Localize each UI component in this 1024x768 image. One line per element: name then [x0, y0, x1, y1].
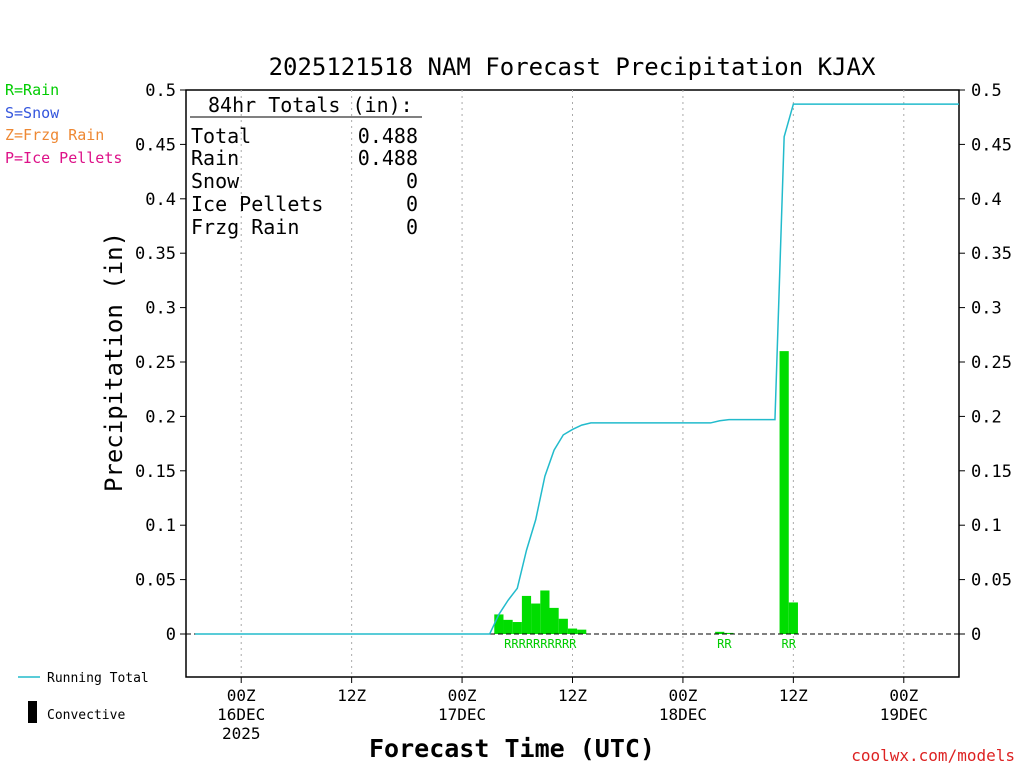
y-tick-label-left: 0.2: [145, 407, 176, 427]
precip-bar: [503, 619, 513, 634]
y-tick-label-right: 0.5: [971, 81, 1002, 101]
convective-legend-label: Convective: [47, 708, 125, 723]
precip-bar: [715, 631, 725, 634]
x-tick-label-date: 17DEC: [438, 705, 486, 724]
legend-rain: R=Rain: [5, 81, 59, 99]
type-legend: R=Rain S=Snow Z=Frzg Rain P=Ice Pellets: [5, 81, 122, 167]
y-tick-label-right: 0.05: [971, 571, 1012, 591]
y-axis-ticks: 0.5 0.5 0.45 0.45 0.4 0.4 0.35 0.35 0.3 0.3 0.25 0.…: [135, 81, 1012, 645]
precip-type-labels: RRRRRRRRRR RR RR: [504, 637, 797, 651]
legend-frzg-rain: Z=Frzg Rain: [5, 126, 104, 144]
y-axis-title: Precipitation (in): [100, 232, 128, 492]
y-tick-label-left: 0.4: [145, 190, 176, 210]
precip-bar: [788, 602, 798, 634]
precip-bar: [531, 603, 541, 634]
y-tick-label-right: 0.3: [971, 299, 1002, 319]
x-tick-label-year: 2025: [222, 724, 261, 743]
y-tick-label-right: 0.45: [971, 135, 1012, 155]
precip-bar: [724, 632, 734, 634]
precip-bar: [567, 628, 578, 634]
credit-text: coolwx.com/models: [851, 746, 1015, 765]
y-tick-label-left: 0.45: [135, 135, 176, 155]
running-total-line: [195, 103, 959, 635]
precip-type-label: RR: [782, 637, 797, 651]
convective-legend-swatch: [28, 701, 37, 723]
totals-header: 84hr Totals (in):: [208, 93, 413, 117]
y-tick-label-left: 0.35: [135, 244, 176, 264]
legend-snow: S=Snow: [5, 104, 60, 122]
y-tick-label-right: 0.35: [971, 244, 1012, 264]
x-tick-label-time: 12Z: [558, 686, 587, 705]
totals-label-rain: Rain: [191, 146, 239, 170]
y-tick-label-right: 0.2: [971, 407, 1002, 427]
legend-ice-pellets: P=Ice Pellets: [5, 149, 122, 167]
x-axis-title: Forecast Time (UTC): [369, 734, 655, 763]
precip-bar: [577, 629, 587, 634]
precip-bar: [494, 614, 504, 634]
y-tick-label-left: 0.25: [135, 353, 176, 373]
y-tick-label-left: 0.5: [145, 81, 176, 101]
y-tick-label-left: 0.1: [145, 516, 176, 536]
totals-value-frzg-rain: 0: [406, 215, 418, 239]
y-tick-label-left: 0.15: [135, 462, 176, 482]
running-total-legend-label: Running Total: [47, 671, 149, 686]
line-legend: Running Total Convective: [18, 671, 149, 723]
chart-title: 2025121518 NAM Forecast Precipitation KJ…: [269, 53, 876, 81]
precip-bar: [540, 590, 550, 634]
precip-type-label: RRRRRRRRRR: [504, 637, 577, 651]
x-tick-label-time: 00Z: [668, 686, 697, 705]
x-tick-label-time: 00Z: [448, 686, 477, 705]
y-tick-label-right: 0.15: [971, 462, 1012, 482]
precip-bar: [549, 607, 559, 634]
precip-bars: [494, 351, 798, 634]
x-tick-label-time: 00Z: [889, 686, 918, 705]
y-tick-label-right: 0.1: [971, 516, 1002, 536]
x-tick-label-date: 18DEC: [659, 705, 707, 724]
precip-bar: [512, 622, 522, 634]
totals-box: 84hr Totals (in): Total 0.488 Rain 0.488…: [190, 93, 422, 239]
x-tick-label-time: 12Z: [337, 686, 366, 705]
y-tick-label-left: 0.3: [145, 299, 176, 319]
x-tick-label-date: 19DEC: [880, 705, 928, 724]
totals-value-total: 0.488: [358, 124, 418, 148]
totals-label-ice-pellets: Ice Pellets: [191, 192, 323, 216]
totals-value-rain: 0.488: [358, 146, 418, 170]
totals-value-snow: 0: [406, 169, 418, 193]
totals-label-snow: Snow: [191, 169, 240, 193]
grid-lines: [240, 90, 905, 677]
x-tick-label-date: 16DEC: [217, 705, 265, 724]
x-tick-label-time: 12Z: [779, 686, 808, 705]
totals-label-frzg-rain: Frzg Rain: [191, 215, 299, 239]
precip-bar: [779, 351, 789, 634]
y-tick-label-right: 0: [971, 625, 981, 645]
totals-value-ice-pellets: 0: [406, 192, 418, 216]
precip-bar: [521, 595, 532, 634]
y-tick-label-right: 0.4: [971, 190, 1002, 210]
y-tick-label-left: 0.05: [135, 571, 176, 591]
totals-label-total: Total: [191, 124, 251, 148]
precip-bar: [558, 618, 568, 634]
precip-type-label: RR: [717, 637, 732, 651]
y-tick-label-left: 0: [166, 625, 176, 645]
x-tick-label-time: 00Z: [227, 686, 256, 705]
y-tick-label-right: 0.25: [971, 353, 1012, 373]
